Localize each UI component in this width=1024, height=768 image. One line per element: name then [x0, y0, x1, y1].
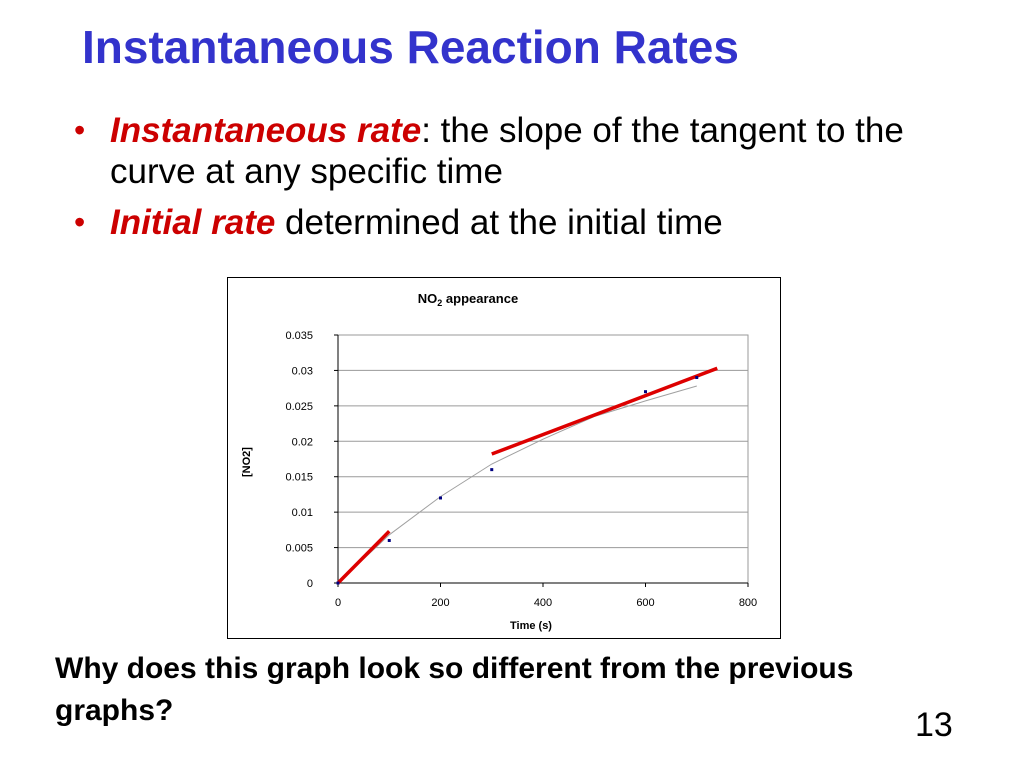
data-point: [490, 468, 494, 472]
y-tick-label: 0.03: [292, 365, 313, 377]
y-tick-label: 0.005: [285, 543, 313, 555]
x-tick-label: 800: [739, 597, 757, 609]
chart-title-subscript: 2: [437, 298, 442, 308]
y-tick-label: 0.035: [285, 330, 313, 342]
bullet-initial-rate: • Initial rate determined at the initial …: [70, 202, 950, 243]
x-tick-label: 0: [335, 597, 341, 609]
term-instantaneous-rate: Instantaneous rate: [110, 111, 422, 150]
trend-curve: [337, 385, 697, 584]
no2-chart: NO2 appearance 0 0.005 0.01 0.015 0.02 0.025 0…: [241, 291, 757, 632]
x-tick-label: 600: [636, 597, 654, 609]
data-point: [644, 390, 647, 394]
bullet-text: determined at the initial time: [275, 203, 723, 242]
x-axis-title: Time (s): [510, 620, 552, 632]
question-text: Why does this graph look so different fr…: [55, 652, 854, 727]
x-tick-label: 200: [431, 597, 449, 609]
slide-title: Instantaneous Reaction Rates: [82, 21, 739, 73]
data-point: [387, 538, 391, 542]
bullet-instantaneous-rate: • Instantaneous rate: the slope of the ta…: [70, 110, 950, 192]
x-tick-label: 400: [534, 597, 552, 609]
page-number: 13: [915, 706, 953, 744]
data-point: [336, 581, 340, 585]
instantaneous-rate-tangent: [491, 366, 718, 456]
y-tick-label: 0.01: [292, 507, 313, 519]
bullet-dot-icon: •: [74, 112, 86, 148]
data-point: [439, 496, 442, 500]
y-tick-label: 0: [307, 578, 313, 590]
y-tick-label: 0.025: [285, 401, 313, 413]
y-tick-label: 0.02: [292, 436, 313, 448]
bullet-list: • Instantaneous rate: the slope of the ta…: [70, 110, 950, 253]
plot-area-frame: [337, 334, 749, 584]
chart-title: NO2 appearance: [418, 291, 518, 308]
bullet-separator: :: [421, 111, 431, 150]
data-point: [695, 376, 699, 380]
y-axis-title: [NO2]: [241, 447, 253, 477]
chart-frame: NO2 appearance 0 0.005 0.01 0.015 0.02 0.025 0…: [227, 277, 781, 639]
bullet-dot-icon: •: [74, 204, 86, 240]
y-tick-label: 0.015: [285, 472, 313, 484]
initial-rate-tangent: [336, 530, 391, 585]
bullet-text: the slope of the tangent to the curve at…: [110, 111, 904, 191]
term-initial-rate: Initial rate: [110, 203, 276, 242]
